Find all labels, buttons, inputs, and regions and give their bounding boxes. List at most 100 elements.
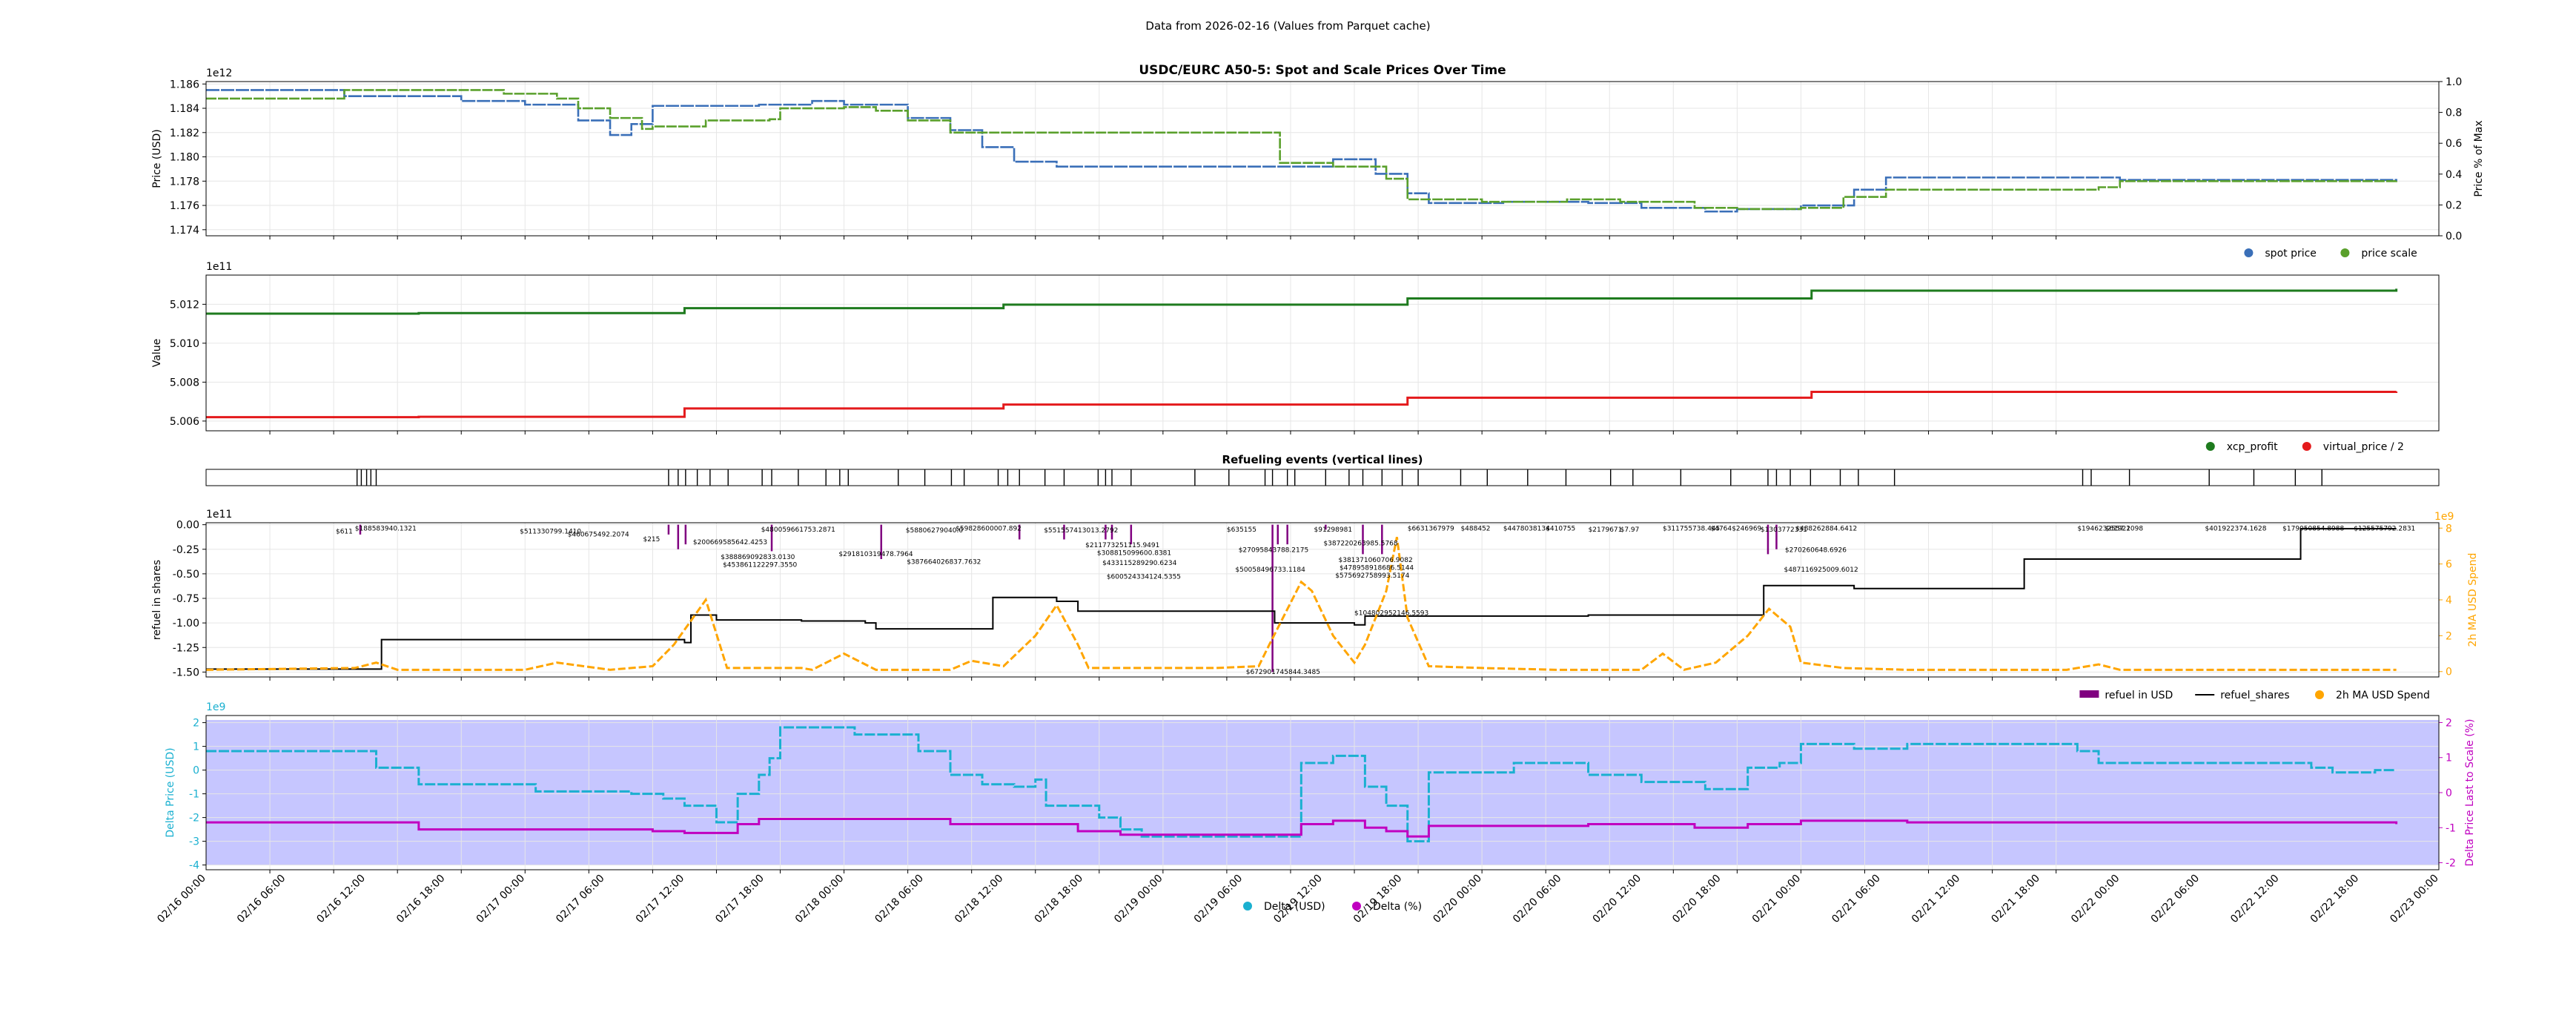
x-tick-label: 02/18 06:00 xyxy=(873,873,926,926)
pct-axis-tick-label: 0.0 xyxy=(2446,231,2462,242)
legend-swatch xyxy=(1352,902,1361,911)
x-tick-label: 02/20 18:00 xyxy=(1670,873,1724,926)
refuel-annotation: $611 xyxy=(336,529,353,536)
spend-axis-tick-label: 6 xyxy=(2446,559,2452,571)
x-tick-label: 02/21 18:00 xyxy=(1989,873,2042,926)
spend-axis-tick-label: 8 xyxy=(2446,523,2452,535)
y-axis-label: Value xyxy=(151,339,163,367)
legend-swatch xyxy=(2302,442,2311,451)
refuel-annotation: $487116925009.6012 xyxy=(1784,566,1858,574)
refuel-annotation: $2179671 xyxy=(1589,526,1623,534)
legend-label: spot price xyxy=(2265,248,2317,260)
x-tick-label: 02/22 12:00 xyxy=(2228,873,2282,926)
refuel-annotation: $104802952146.5593 xyxy=(1354,610,1428,618)
x-tick-label: 02/21 06:00 xyxy=(1830,873,1883,926)
y-offset-label: 1e11 xyxy=(206,261,232,273)
refuel-annotation: $410755 xyxy=(1546,526,1575,533)
x-tick-label: 02/18 18:00 xyxy=(1033,873,1086,926)
refuel-annotation: $511330799.1410 xyxy=(520,529,581,536)
pct-axis-tick-label: 0.2 xyxy=(2446,199,2462,211)
value-legend-entry: virtual_price / 2 xyxy=(2302,441,2404,453)
x-tick-label: 02/19 12:00 xyxy=(1271,873,1325,926)
series-delta-pct xyxy=(206,817,2398,838)
delta-plot-frame xyxy=(205,715,2440,870)
delta-pct-axis-tick-label: 2 xyxy=(2446,717,2452,729)
pct-axis-tick-label: 0.8 xyxy=(2446,108,2462,119)
shares-axis-tick-label: -1.50 xyxy=(173,667,199,678)
x-tick-label: 02/19 18:00 xyxy=(1351,873,1405,926)
x-tick-label: 02/19 00:00 xyxy=(1112,873,1165,926)
refuel-annotation: $453861122297.3550 xyxy=(723,562,797,569)
x-tick-label: 02/17 12:00 xyxy=(634,873,687,926)
legend-swatch xyxy=(1243,902,1252,911)
delta-pct-axis-tick-label: -1 xyxy=(2446,822,2456,834)
pct-axis-tick-label: 0.4 xyxy=(2446,169,2462,181)
series-spot-price xyxy=(206,89,2397,213)
value-axis-tick-label: 5.010 xyxy=(170,338,199,350)
refuel-annotation: $460675492.2074 xyxy=(568,532,629,539)
series-virtual-price xyxy=(206,391,2398,419)
pct-axis-tick-label: 0.6 xyxy=(2446,138,2462,150)
x-tick-label: 02/18 12:00 xyxy=(953,873,1006,926)
series-2h-ma-usd-spend xyxy=(205,537,2397,671)
refuel-annotation: $27095843788.2175 xyxy=(1239,547,1308,555)
refuel-annotation: $488452 xyxy=(1460,526,1490,533)
shares-legend-entry: refuel in USD xyxy=(2079,690,2173,701)
price-legend-entry: spot price xyxy=(2244,248,2317,260)
shares-axis-tick-label: -0.50 xyxy=(173,569,199,581)
price-axis-tick-label: 1.174 xyxy=(170,225,199,237)
refuel-annotation: $635155 xyxy=(1227,526,1256,534)
legend-label: Delta (USD) xyxy=(1264,901,1325,913)
value-legend-entry: xcp_profit xyxy=(2205,441,2278,453)
legend-label: xcp_profit xyxy=(2227,441,2278,453)
delta-pct-axis-tick-label: 1 xyxy=(2446,753,2452,764)
price-axis-tick-label: 1.184 xyxy=(170,103,199,115)
shares-axis-tick-label: -0.75 xyxy=(173,593,199,605)
refuel-annotation: $215 xyxy=(643,536,660,543)
y-axis-label: Delta Price (USD) xyxy=(165,747,176,837)
refuel-annotation: $401922374.1628 xyxy=(2205,526,2266,533)
refuel-annotation: $188583940.1321 xyxy=(355,526,417,533)
shares-axis-tick-label: -0.25 xyxy=(173,544,199,556)
price-axis-tick-label: 1.176 xyxy=(170,200,199,212)
refuel-annotation: $200669585642.4253 xyxy=(693,539,767,546)
legend-swatch xyxy=(2244,248,2254,257)
value-axis-tick-label: 5.008 xyxy=(170,377,199,389)
spend-axis-tick-label: 0 xyxy=(2446,667,2452,678)
delta-usd-axis-tick-label: -1 xyxy=(189,789,199,801)
refuel-annotation: $551557413013.2792 xyxy=(1044,527,1118,535)
price-axis-tick-label: 1.186 xyxy=(170,79,199,90)
refuel-annotation: $246969 xyxy=(1732,526,1761,533)
refuel-annotation: $4764 xyxy=(1711,526,1732,533)
series-price-scale xyxy=(206,89,2397,211)
series-delta-usd xyxy=(206,726,2397,843)
refuel-annotation: $59828600007.892 xyxy=(956,526,1022,533)
shares-legend-entry: refuel_shares xyxy=(2195,690,2290,701)
refuel-annotation: $91298981 xyxy=(1314,526,1353,534)
y2-axis-label: Delta Price Last to Scale (%) xyxy=(2464,719,2476,867)
events-title: Refueling events (vertical lines) xyxy=(1222,453,1423,466)
x-tick-label: 02/21 00:00 xyxy=(1750,873,1804,926)
delta-pct-axis-tick-label: 0 xyxy=(2446,787,2452,799)
shares-axis-tick-label: -1.00 xyxy=(173,618,199,630)
legend-swatch xyxy=(2315,690,2324,699)
spend-axis-tick-label: 4 xyxy=(2446,595,2452,607)
legend-label: refuel_shares xyxy=(2220,690,2289,701)
spend-axis-tick-label: 2 xyxy=(2446,630,2452,642)
refuel-annotation: $270260648.6926 xyxy=(1785,547,1847,555)
legend-label: price scale xyxy=(2361,248,2417,260)
refuel-annotation: $308815099600.8381 xyxy=(1097,550,1171,558)
refuel-annotation: $1303772331 xyxy=(1761,526,1807,534)
y-axis-label: Price (USD) xyxy=(151,129,163,188)
shares-legend-entry: 2h MA USD Spend xyxy=(2315,690,2430,701)
x-tick-label: 02/22 18:00 xyxy=(2308,873,2362,926)
y-axis-label: refuel in shares xyxy=(151,560,163,640)
y2-axis-label: 2h MA USD Spend xyxy=(2467,553,2479,647)
refuel-annotation: $480059661753.2871 xyxy=(761,526,835,534)
legend-label: 2h MA USD Spend xyxy=(2336,690,2430,701)
x-tick-label: 02/22 06:00 xyxy=(2149,873,2202,926)
refuel-annotation: $388869092833.0130 xyxy=(721,554,795,561)
refuel-annotation: $7.97 xyxy=(1620,526,1640,534)
delta-usd-axis-tick-label: -2 xyxy=(189,813,199,825)
